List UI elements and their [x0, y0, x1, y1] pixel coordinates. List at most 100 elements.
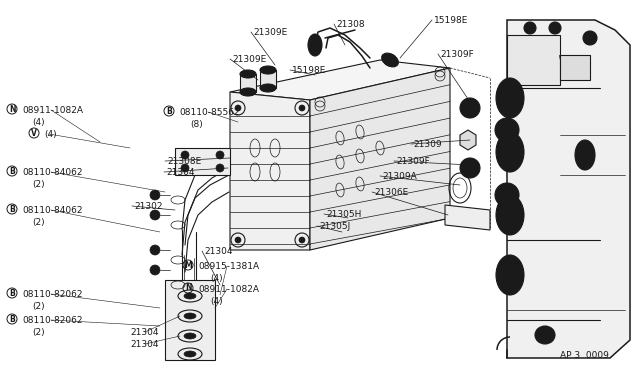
Circle shape [181, 151, 189, 159]
Polygon shape [445, 205, 490, 230]
Circle shape [216, 164, 224, 172]
Ellipse shape [501, 201, 519, 229]
Text: 08911-1082A: 08911-1082A [22, 106, 83, 115]
Text: 08110-82062: 08110-82062 [22, 290, 83, 299]
Polygon shape [240, 74, 256, 92]
Ellipse shape [496, 132, 524, 172]
Text: N: N [185, 283, 191, 292]
Text: (4): (4) [210, 274, 223, 283]
Polygon shape [230, 60, 450, 100]
Text: (4): (4) [210, 297, 223, 306]
Text: 15198E: 15198E [292, 66, 326, 75]
Ellipse shape [260, 66, 276, 74]
Circle shape [583, 31, 597, 45]
Circle shape [549, 22, 561, 34]
Text: 21309F: 21309F [440, 50, 474, 59]
Text: 21309E: 21309E [253, 28, 287, 37]
Text: (2): (2) [32, 218, 45, 227]
Circle shape [235, 105, 241, 111]
Text: 21309F: 21309F [396, 157, 429, 166]
Circle shape [495, 118, 519, 142]
Text: (4): (4) [32, 118, 45, 127]
Circle shape [150, 210, 160, 220]
Ellipse shape [575, 140, 595, 170]
Text: N: N [9, 105, 15, 113]
Text: (2): (2) [32, 302, 45, 311]
Circle shape [460, 158, 480, 178]
Ellipse shape [496, 195, 524, 235]
Circle shape [460, 98, 480, 118]
Text: B: B [9, 314, 15, 324]
Circle shape [216, 151, 224, 159]
Ellipse shape [184, 313, 196, 319]
Text: V: V [31, 128, 37, 138]
Circle shape [150, 190, 160, 200]
Text: 21302: 21302 [134, 202, 163, 211]
Ellipse shape [260, 84, 276, 92]
Text: 21308E: 21308E [167, 157, 201, 166]
Polygon shape [460, 130, 476, 150]
Text: 08110-82062: 08110-82062 [22, 316, 83, 325]
Ellipse shape [501, 138, 519, 166]
Circle shape [384, 54, 396, 66]
Ellipse shape [184, 333, 196, 339]
Text: 21305H: 21305H [326, 210, 362, 219]
Polygon shape [507, 20, 630, 358]
Polygon shape [260, 70, 276, 88]
Ellipse shape [501, 84, 519, 112]
Circle shape [465, 103, 475, 113]
Ellipse shape [308, 34, 322, 56]
Text: 21309E: 21309E [232, 55, 266, 64]
Text: 21309: 21309 [413, 140, 442, 149]
Text: 08915-1381A: 08915-1381A [198, 262, 259, 271]
Ellipse shape [381, 53, 398, 67]
Text: 08911-1082A: 08911-1082A [198, 285, 259, 294]
Circle shape [299, 237, 305, 243]
Polygon shape [560, 55, 590, 80]
Polygon shape [175, 148, 230, 175]
Ellipse shape [240, 88, 256, 96]
Ellipse shape [240, 70, 256, 78]
Text: (8): (8) [190, 120, 203, 129]
Text: B: B [9, 205, 15, 214]
Text: 21304: 21304 [130, 340, 159, 349]
Text: 21309A: 21309A [382, 172, 417, 181]
Circle shape [181, 164, 189, 172]
Text: B: B [166, 106, 172, 115]
Ellipse shape [496, 255, 524, 295]
Polygon shape [165, 280, 215, 360]
Text: 08110-85562: 08110-85562 [179, 108, 239, 117]
Ellipse shape [501, 261, 519, 289]
Text: (4): (4) [44, 130, 56, 139]
Polygon shape [507, 35, 560, 85]
Text: 21304: 21304 [166, 168, 195, 177]
Circle shape [524, 22, 536, 34]
Text: B: B [9, 167, 15, 176]
Circle shape [235, 237, 241, 243]
Circle shape [465, 163, 475, 173]
Text: B: B [9, 289, 15, 298]
Circle shape [538, 328, 552, 342]
Text: (2): (2) [32, 328, 45, 337]
Circle shape [150, 245, 160, 255]
Polygon shape [230, 92, 310, 250]
Circle shape [150, 265, 160, 275]
Ellipse shape [184, 351, 196, 357]
Text: 08110-84062: 08110-84062 [22, 206, 83, 215]
Text: 21304: 21304 [130, 328, 159, 337]
Ellipse shape [496, 78, 524, 118]
Text: 08110-84062: 08110-84062 [22, 168, 83, 177]
Circle shape [299, 105, 305, 111]
Text: 21306E: 21306E [374, 188, 408, 197]
Text: (2): (2) [32, 180, 45, 189]
Text: 21304: 21304 [204, 247, 232, 256]
Ellipse shape [535, 326, 555, 344]
Text: AP 3  0009: AP 3 0009 [560, 351, 609, 360]
Ellipse shape [184, 293, 196, 299]
Text: 21308: 21308 [336, 20, 365, 29]
Circle shape [495, 183, 519, 207]
Text: M: M [184, 260, 192, 269]
Text: 15198E: 15198E [434, 16, 468, 25]
Text: 21305J: 21305J [319, 222, 350, 231]
Polygon shape [310, 68, 450, 250]
